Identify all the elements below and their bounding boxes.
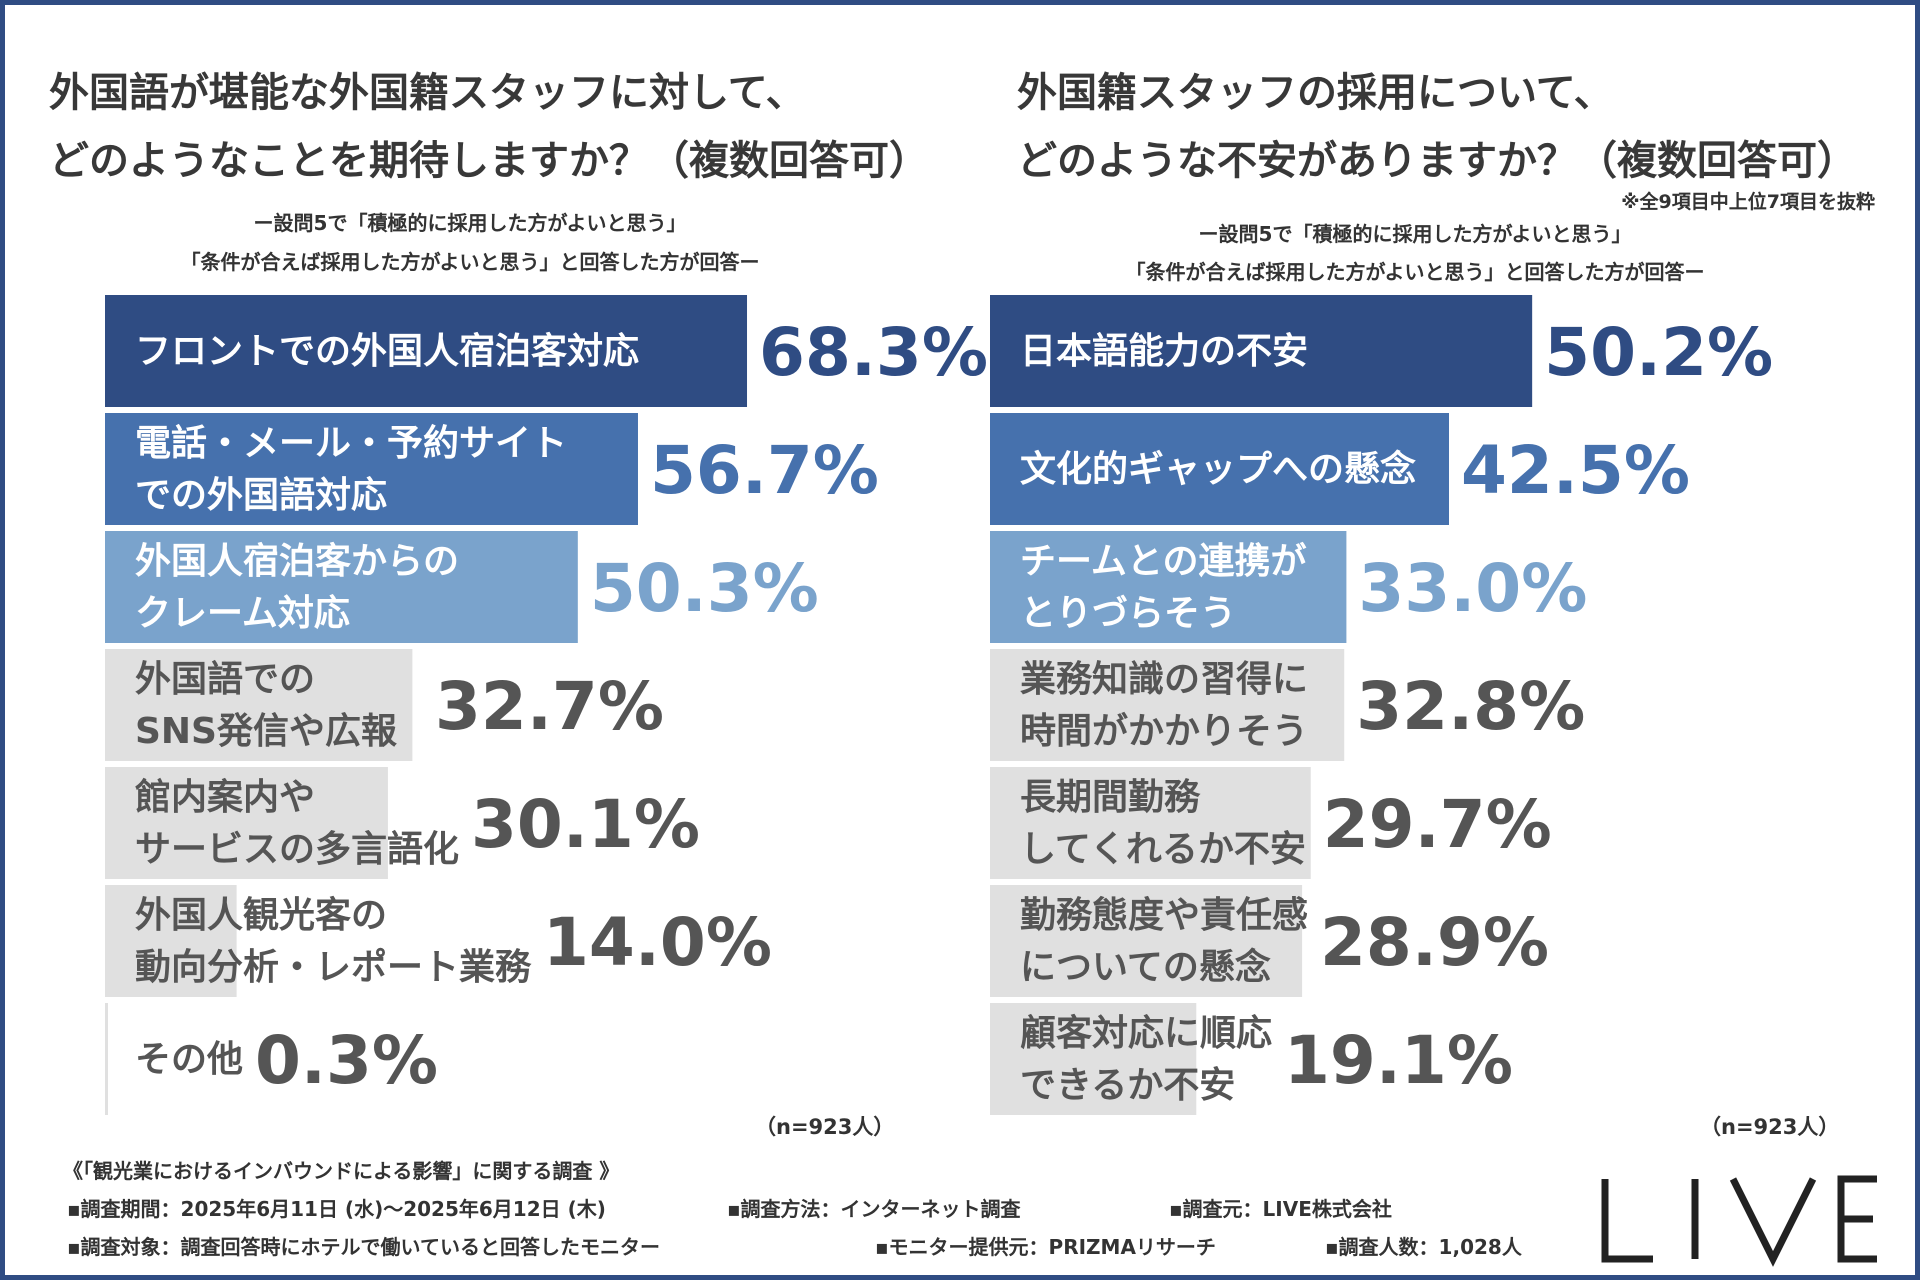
value-label-1-1: 42.5% — [1461, 432, 1690, 509]
category-label-1-5-0: 勤務態度や責任感 — [1020, 895, 1308, 936]
category-label-1-4-1: してくれるか不安 — [1020, 829, 1306, 870]
bar-0-0 — [105, 295, 748, 407]
category-label-0-0-0: フロントでの外国人宿泊客対応 — [135, 331, 639, 372]
left-title-line2: どのようなことを期待しますか？（複数回答可） — [49, 138, 929, 184]
left-subtitle-line1: ー設問5で「積極的に採用した方がよいと思う」 — [253, 211, 687, 235]
left-sample-size: （n=923人） — [755, 1115, 895, 1139]
value-label-0-5: 14.0% — [543, 904, 772, 981]
category-label-1-0-0: 日本語能力の不安 — [1020, 331, 1308, 372]
value-label-0-6: 0.3% — [255, 1022, 438, 1099]
bar-1-2 — [990, 531, 1347, 643]
survey-period: ▪調査期間：2025年6月11日 (水)〜2025年6月12日 (木) — [67, 1197, 606, 1221]
bar-0-3 — [105, 649, 413, 761]
category-label-0-1-1: での外国語対応 — [135, 475, 387, 516]
value-label-0-1: 56.7% — [650, 432, 879, 509]
category-label-1-3-0: 業務知識の習得に — [1020, 659, 1308, 700]
bar-1-6 — [990, 1003, 1197, 1115]
left-title-line1: 外国語が堪能な外国籍スタッフに対して、 — [49, 70, 806, 116]
value-label-1-0: 50.2% — [1544, 314, 1773, 391]
category-label-1-2-1: とりづらそう — [1020, 593, 1236, 634]
value-label-0-2: 50.3% — [590, 550, 819, 627]
bar-0-5 — [105, 885, 237, 997]
bar-0-6 — [105, 1003, 108, 1115]
value-label-1-5: 28.9% — [1320, 904, 1549, 981]
bar-1-5 — [990, 885, 1303, 997]
right-sample-size: （n=923人） — [1700, 1115, 1840, 1139]
category-label-1-4-0: 長期間勤務 — [1020, 777, 1201, 818]
monitor-provider: ▪モニター提供元：PRIZMAリサーチ — [875, 1235, 1216, 1259]
bar-1-1 — [990, 413, 1449, 525]
category-label-1-6-1: できるか不安 — [1020, 1065, 1235, 1106]
right-title-line1: 外国籍スタッフの採用について、 — [1017, 70, 1614, 116]
category-label-1-3-1: 時間がかかりそう — [1020, 711, 1308, 752]
category-label-0-3-0: 外国語での — [135, 659, 315, 700]
category-label-0-4-1: サービスの多言語化 — [135, 829, 459, 870]
value-label-0-3: 32.7% — [435, 668, 664, 745]
value-label-0-0: 68.3% — [759, 314, 988, 391]
right-bar-chart: 日本語能力の不安 50.2% 文化的ギャップへの懸念 42.5% チームとの連携が とりづ… — [990, 295, 1890, 1120]
survey-organizer: ▪調査元：LIVE株式会社 — [1169, 1197, 1392, 1221]
survey-count: ▪調査人数：1,028人 — [1325, 1235, 1522, 1259]
bar-1-4 — [990, 767, 1311, 879]
bar-1-0 — [990, 295, 1533, 407]
right-subtitle-line1: ー設問5で「積極的に採用した方がよいと思う」 — [1198, 222, 1632, 246]
category-label-0-2-0: 外国人宿泊客からの — [135, 541, 459, 582]
value-label-1-4: 29.7% — [1323, 786, 1552, 863]
category-label-0-5-1: 動向分析・レポート業務 — [135, 946, 532, 988]
category-label-0-3-1: SNS発信や広報 — [135, 711, 397, 752]
survey-target: ▪調査対象：調査回答時にホテルで働いていると回答したモニター — [67, 1235, 660, 1259]
value-label-1-3: 32.8% — [1356, 668, 1585, 745]
value-label-1-6: 19.1% — [1284, 1022, 1513, 1099]
live-logo — [1601, 1175, 1877, 1267]
category-label-1-1-0: 文化的ギャップへの懸念 — [1020, 448, 1416, 490]
right-title-line2: どのような不安がありますか？（複数回答可） — [1017, 138, 1857, 184]
category-label-0-2-1: クレーム対応 — [135, 593, 350, 634]
bar-0-1 — [105, 413, 638, 525]
value-label-1-2: 33.0% — [1358, 550, 1587, 627]
category-label-1-2-0: チームとの連携が — [1020, 541, 1307, 582]
category-label-1-5-1: についての懸念 — [1020, 946, 1271, 988]
left-subtitle-line2: 「条件が合えば採用した方がよいと思う」と回答した方が回答ー — [180, 250, 760, 274]
category-label-0-5-0: 外国人観光客の — [135, 895, 387, 936]
left-bar-chart: フロントでの外国人宿泊客対応 68.3% 電話・メール・予約サイト での外国語対応 56… — [105, 295, 988, 1120]
bar-1-3 — [990, 649, 1345, 761]
survey-method: ▪調査方法：インターネット調査 — [727, 1197, 1021, 1221]
category-label-0-4-0: 館内案内や — [135, 776, 315, 818]
right-subtitle-line2: 「条件が合えば採用した方がよいと思う」と回答した方が回答ー — [1125, 260, 1705, 284]
category-label-1-6-0: 顧客対応に順応 — [1020, 1013, 1272, 1054]
right-excerpt-note: ※全9項目中上位7項目を抜粋 — [1621, 191, 1875, 213]
bar-0-4 — [105, 767, 388, 879]
category-label-0-1-0: 電話・メール・予約サイト — [135, 423, 567, 464]
right-chart-svg: 日本語能力の不安 50.2% 文化的ギャップへの懸念 42.5% チームとの連携がとりづ… — [990, 295, 1773, 1115]
category-label-0-6-0: その他 — [135, 1039, 243, 1080]
value-label-0-4: 30.1% — [471, 786, 700, 863]
survey-title: 《「観光業におけるインバウンドによる影響」に関する調査 》 — [63, 1159, 620, 1183]
bar-0-2 — [105, 531, 578, 643]
